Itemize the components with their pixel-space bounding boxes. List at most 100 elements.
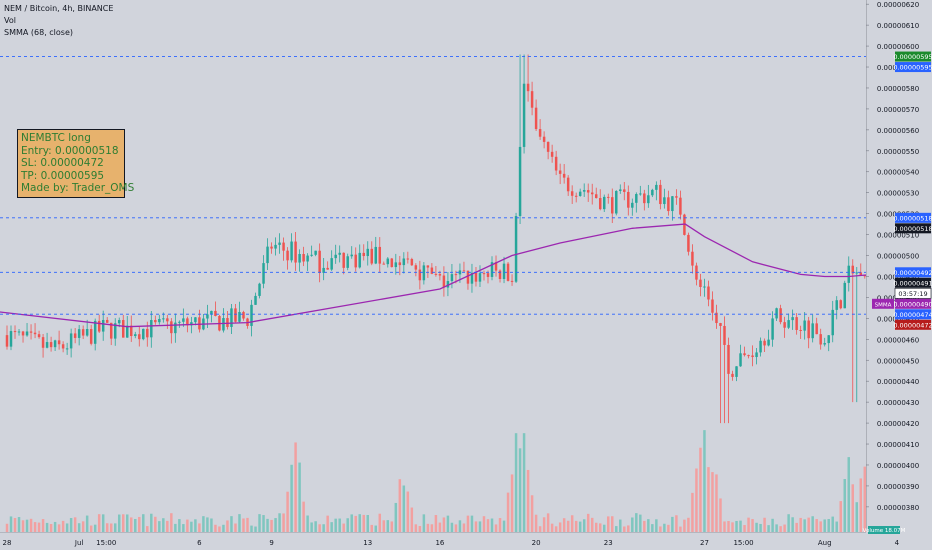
volume-bar: [723, 521, 726, 532]
candle: [715, 304, 718, 329]
candle: [707, 280, 710, 307]
vol-indicator-label[interactable]: Vol: [4, 16, 16, 25]
volume-bar: [542, 517, 546, 532]
candle-body: [310, 254, 313, 256]
trade-note[interactable]: NEMBTC long Entry: 0.00000518 SL: 0.0000…: [17, 129, 135, 198]
candle-body: [490, 262, 494, 277]
candle-body: [619, 189, 622, 191]
time-tick-label: 15:00: [96, 539, 116, 547]
volume-bar: [354, 515, 357, 532]
volume-bar: [322, 524, 325, 532]
candle-body: [206, 314, 209, 319]
volume-bar: [795, 522, 798, 532]
note-line-tp: TP: 0.00000595: [21, 169, 105, 182]
candle: [306, 253, 309, 271]
candle-body: [859, 272, 863, 275]
candle-body: [562, 173, 566, 178]
candle: [366, 241, 369, 266]
candle: [703, 278, 706, 297]
volume-bar: [735, 520, 738, 532]
volume-bar: [775, 524, 778, 532]
volume-bar: [715, 474, 718, 532]
horizontal-levels[interactable]: [0, 56, 866, 315]
candle-body: [627, 191, 630, 208]
candle: [827, 334, 830, 352]
candle-body: [282, 242, 285, 251]
volume-bar: [847, 457, 850, 532]
candle-body: [779, 308, 782, 323]
volume-bar: [655, 519, 658, 532]
candle: [675, 189, 678, 205]
volume-bar: [703, 430, 706, 532]
candle: [270, 242, 273, 254]
candle-body: [178, 321, 181, 323]
time-tick-label: 4: [895, 539, 900, 547]
candle: [318, 243, 321, 283]
volume-bar: [374, 525, 378, 532]
candle: [65, 342, 69, 355]
candle: [210, 310, 213, 323]
volume-bar: [246, 517, 249, 532]
candle: [302, 246, 305, 267]
candle-body: [182, 318, 185, 322]
volume-bar: [823, 519, 826, 532]
candle: [198, 309, 201, 333]
candle-body: [566, 177, 570, 192]
price-tag-timer: 03:57:19: [894, 287, 932, 299]
candle: [534, 99, 538, 132]
candle: [582, 183, 586, 197]
candle-body: [679, 197, 682, 215]
volume-bar: [671, 516, 674, 532]
volume-bar: [158, 521, 161, 532]
candle: [510, 274, 514, 286]
volume-bar: [126, 514, 129, 532]
candle-body: [546, 141, 550, 152]
smma-indicator-label[interactable]: SMMA (68, close): [4, 28, 74, 37]
candle-body: [687, 234, 690, 252]
volume-bar: [831, 516, 834, 532]
volume-bar: [819, 521, 822, 532]
candle-body: [5, 335, 9, 347]
candle: [542, 131, 546, 149]
volume-bar: [498, 518, 502, 532]
candle-body: [442, 275, 446, 288]
candle-body: [57, 340, 61, 345]
volume-bar: [743, 525, 746, 532]
candle-body: [198, 317, 201, 330]
volume-bar: [342, 523, 345, 532]
candle: [342, 252, 345, 275]
candle: [623, 182, 626, 201]
candle-body: [538, 129, 542, 137]
candle: [138, 326, 141, 347]
volume-bar: [97, 514, 101, 532]
candle: [586, 183, 590, 202]
smma-line[interactable]: [0, 223, 897, 328]
candle: [502, 256, 506, 284]
candle: [859, 263, 863, 276]
candle-body: [791, 317, 794, 321]
candle-body: [430, 267, 434, 274]
volume-bar: [751, 519, 754, 532]
volume-bar: [570, 515, 574, 532]
volume-bar: [430, 524, 434, 532]
volume-bar: [77, 523, 81, 532]
candle-body: [639, 193, 642, 195]
candle-body: [222, 318, 225, 331]
volume-bar: [398, 479, 402, 532]
volume-bar: [631, 517, 634, 532]
volume-bar: [274, 518, 277, 532]
candle-body: [458, 270, 462, 275]
volume-bar: [438, 522, 442, 532]
note-line-author: Made by: Trader_OMS: [21, 182, 135, 194]
candle: [154, 315, 157, 325]
candle-body: [362, 252, 365, 257]
candle-body: [643, 193, 646, 204]
candle-body: [703, 286, 706, 288]
volume-bar: [422, 514, 426, 532]
candle: [498, 269, 502, 283]
candle-body: [847, 265, 850, 283]
